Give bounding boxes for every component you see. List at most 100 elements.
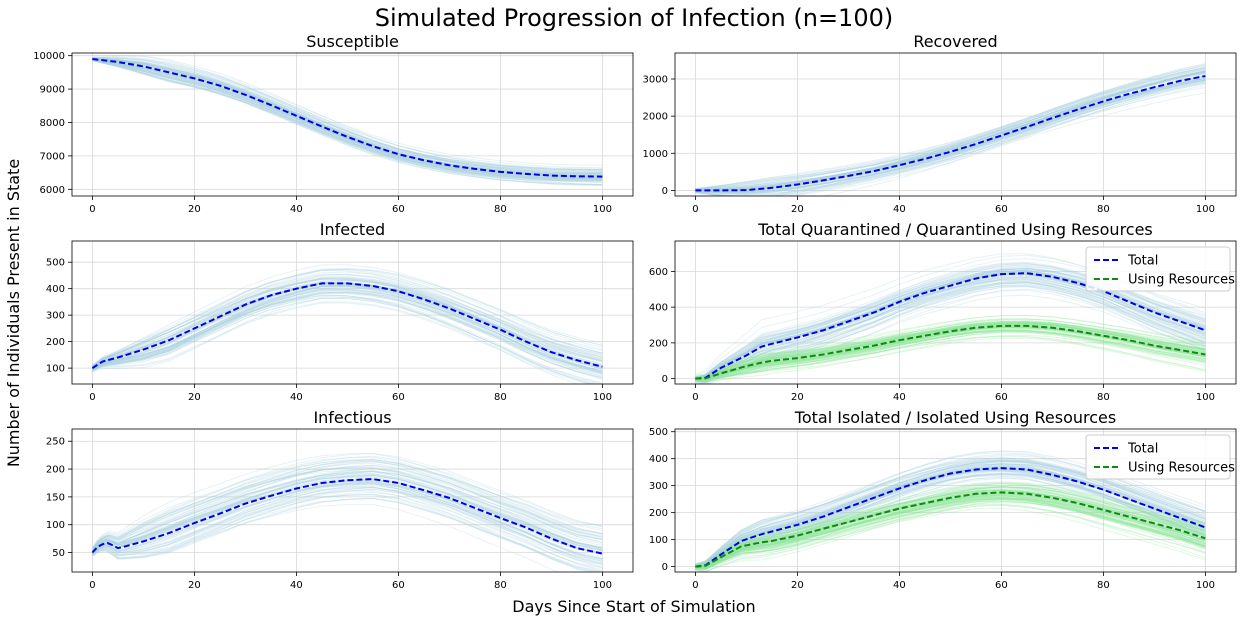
simulation-run-line: [695, 481, 1206, 567]
simulation-run-line: [695, 497, 1206, 568]
simulation-run-line: [695, 497, 1206, 570]
simulation-run-line: [695, 485, 1206, 571]
simulation-run-line: [695, 327, 1206, 380]
simulation-run-line: [695, 487, 1206, 568]
y-tick-label: 200: [649, 508, 668, 519]
simulation-run-line: [92, 264, 603, 368]
simulation-run-line: [695, 464, 1206, 567]
simulation-run-line: [695, 320, 1206, 379]
x-tick-label: 80: [494, 392, 507, 403]
y-tick-label: 150: [46, 492, 65, 503]
simulation-run-line: [695, 73, 1206, 191]
simulation-run-line: [695, 322, 1206, 378]
simulation-run-line: [695, 491, 1206, 570]
simulation-run-line: [92, 57, 603, 175]
simulation-run-line: [695, 80, 1206, 193]
subplot-title: Infected: [320, 220, 385, 239]
simulation-run-line: [92, 277, 603, 369]
y-tick-label: 9000: [40, 85, 65, 96]
simulation-run-line: [92, 493, 601, 572]
x-tick-label: 60: [392, 204, 405, 215]
simulation-run-line: [92, 481, 603, 555]
subplot-isolated: 0 20 40 60 80 100 0 100 200 300 400 500 Total Isolat…: [649, 408, 1237, 591]
simulation-run-line: [695, 276, 1206, 384]
simulation-run-line: [695, 66, 1206, 191]
simulation-run-line: [695, 473, 1206, 569]
simulation-run-line: [695, 504, 1206, 569]
simulation-run-line: [695, 457, 1206, 565]
simulation-run-line: [92, 475, 603, 554]
simulation-run-line: [695, 498, 1206, 568]
simulation-run-line: [92, 458, 603, 550]
simulation-run-line: [695, 457, 1206, 566]
simulation-run-line: [92, 278, 603, 371]
simulation-run-line: [92, 57, 603, 171]
simulation-run-line: [91, 467, 603, 550]
simulation-run-line: [695, 495, 1206, 569]
subplot-infectious: 0 20 40 60 80 100 50 100 150 200 250 Infectious: [46, 408, 634, 591]
x-tick-label: 0: [692, 580, 698, 591]
simulation-run-line: [695, 79, 1206, 195]
simulation-runs: [91, 452, 603, 572]
simulation-run-line: [92, 297, 601, 384]
y-tick-label: 100: [649, 535, 668, 546]
legend-label-using-resources: Using Resources: [1128, 273, 1235, 288]
simulation-run-line: [92, 58, 603, 179]
simulation-run-line: [91, 467, 603, 550]
simulation-run-line: [695, 71, 1206, 192]
y-tick-label: 2000: [643, 112, 668, 123]
axes-frame: [71, 52, 634, 197]
simulation-run-line: [695, 476, 1206, 572]
simulation-run-line: [92, 460, 603, 552]
simulation-run-line: [695, 463, 1206, 567]
simulation-run-line: [695, 323, 1206, 379]
simulation-run-line: [92, 486, 603, 560]
x-tick-label: 20: [188, 392, 201, 403]
simulation-run-line: [695, 92, 1206, 195]
simulation-run-line: [92, 284, 603, 371]
simulation-run-line: [92, 468, 603, 554]
simulation-run-line: [92, 284, 603, 372]
simulation-run-line: [695, 67, 1206, 191]
legend-frame: [1085, 434, 1231, 480]
simulation-run-line: [92, 473, 603, 556]
x-tick-label: 20: [188, 580, 201, 591]
simulation-run-line: [695, 475, 1206, 565]
simulation-run-line: [695, 80, 1206, 190]
simulation-run-line: [695, 283, 1206, 381]
simulation-run-line: [92, 479, 603, 555]
y-tick-label: 0: [662, 562, 668, 573]
simulation-run-line: [92, 58, 603, 171]
simulation-run-line: [92, 462, 603, 551]
simulation-run-line: [695, 322, 1206, 379]
y-tick-label: 200: [46, 465, 65, 476]
simulation-run-line: [695, 72, 1206, 191]
simulation-run-line: [695, 463, 1206, 566]
x-tick-label: 80: [1097, 204, 1110, 215]
simulation-run-line: [92, 285, 603, 370]
simulation-run-line: [92, 474, 603, 554]
simulation-run-line: [92, 282, 603, 375]
simulation-run-line: [695, 327, 1206, 380]
simulation-run-line: [695, 72, 1206, 190]
x-tick-label: 100: [593, 580, 612, 591]
simulation-run-line: [695, 337, 1206, 381]
simulation-run-line: [92, 497, 596, 572]
axes-frame: [71, 428, 634, 573]
simulation-run-line: [92, 59, 603, 186]
simulation-run-line: [695, 494, 1206, 569]
y-tick-label: 50: [52, 548, 65, 559]
simulation-run-line: [695, 496, 1206, 569]
simulation-run-line: [695, 323, 1206, 379]
simulation-run-line: [695, 288, 1206, 384]
simulation-run-line: [92, 57, 603, 181]
simulation-run-line: [92, 276, 603, 369]
simulation-run-line: [695, 470, 1206, 570]
simulation-run-line: [695, 71, 1206, 196]
simulation-run-line: [92, 279, 603, 370]
figure-suptitle: Simulated Progression of Infection (n=10…: [375, 4, 893, 32]
simulation-run-line: [695, 492, 1206, 569]
simulation-run-line: [92, 59, 603, 180]
